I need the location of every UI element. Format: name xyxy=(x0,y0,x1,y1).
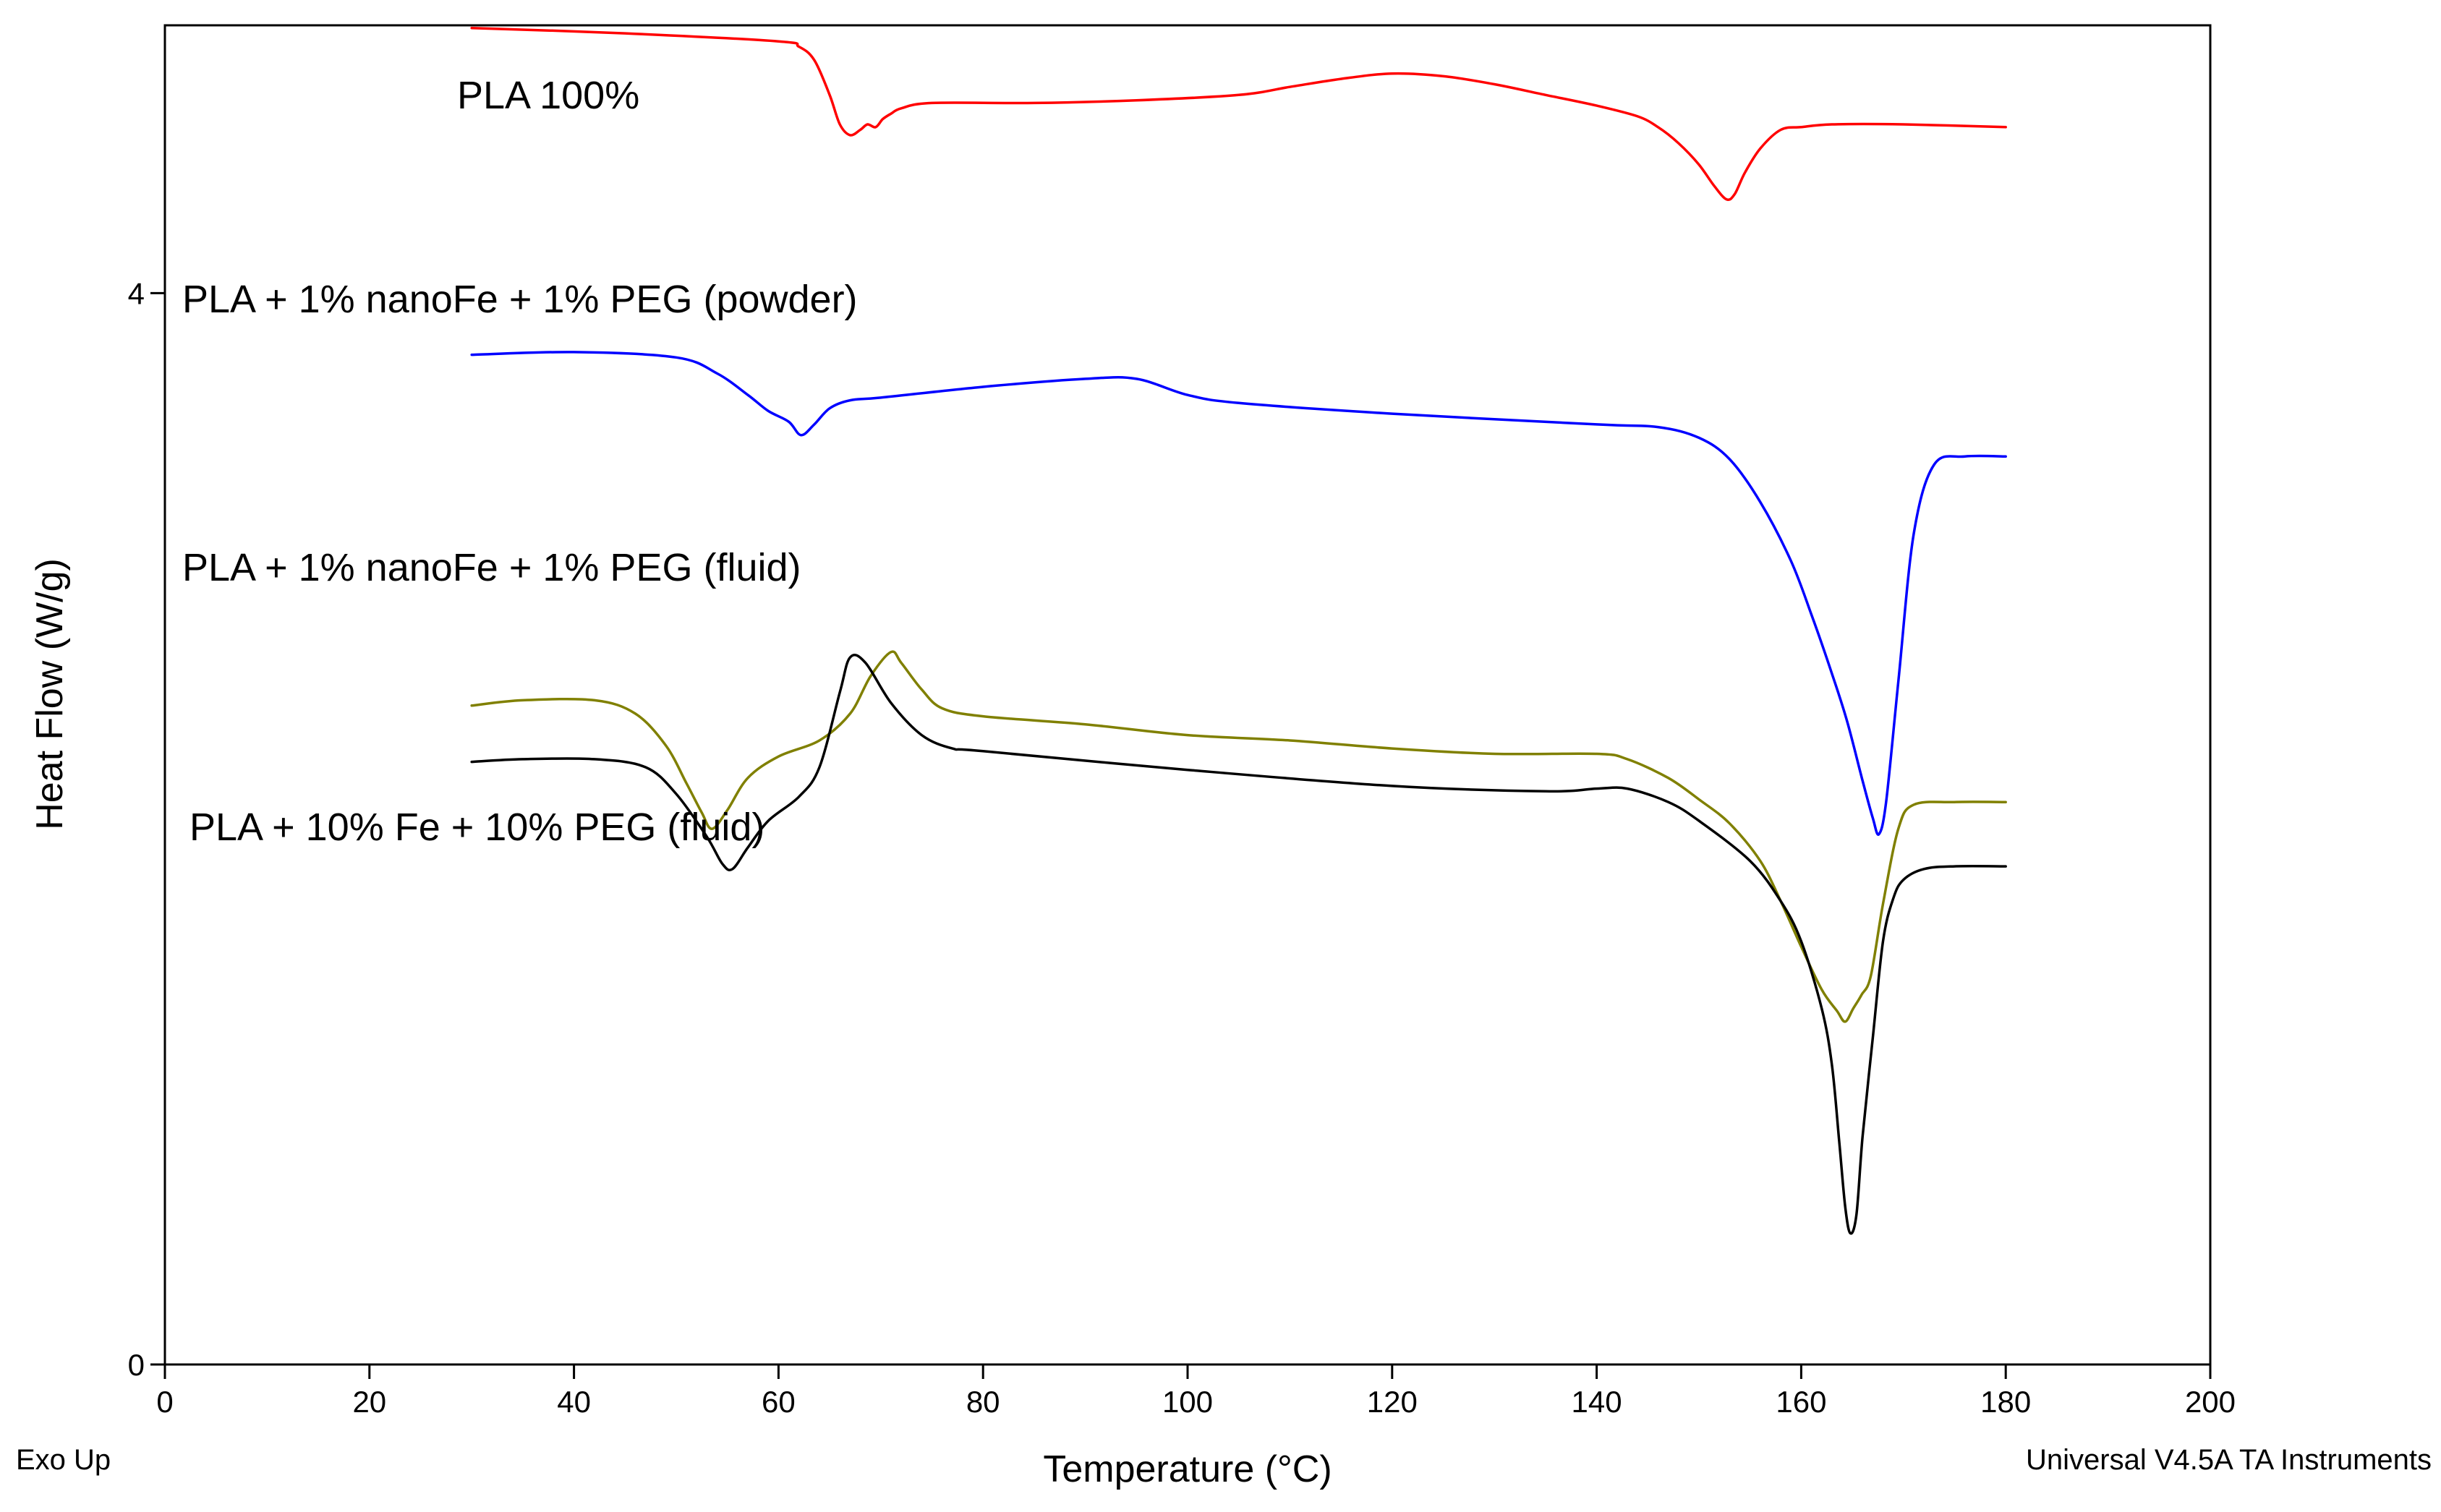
series-label-pla-1-nanofe-1-peg-fluid: PLA + 1% nanoFe + 1% PEG (fluid) xyxy=(182,546,801,589)
series-label-pla-100: PLA 100% xyxy=(457,74,639,117)
exo-up-note: Exo Up xyxy=(16,1444,111,1476)
series-labels: PLA 100% PLA + 1% nanoFe + 1% PEG (powder… xyxy=(182,74,858,849)
y-tick-label: 4 xyxy=(128,276,145,310)
x-tick-label: 0 xyxy=(156,1385,173,1419)
series-line-pla-1-nanofe-1-peg-powder xyxy=(470,351,2007,836)
series-line-pla-100 xyxy=(470,26,2007,202)
x-tick-label: 200 xyxy=(2185,1385,2236,1419)
x-tick-label: 140 xyxy=(1572,1385,1622,1419)
x-tick-label: 20 xyxy=(352,1385,386,1419)
plot-frame xyxy=(163,24,2212,1366)
x-tick-label: 100 xyxy=(1162,1385,1213,1419)
y-tick-label: 0 xyxy=(128,1348,145,1382)
x-axis-title: Temperature (°C) xyxy=(1043,1448,1332,1490)
series-line-pla-1-nanofe-1-peg-fluid xyxy=(470,650,2007,1023)
series-label-pla-1-nanofe-1-peg-powder: PLA + 1% nanoFe + 1% PEG (powder) xyxy=(182,278,858,321)
x-tick-label: 180 xyxy=(1980,1385,2031,1419)
y-axis-title: Heat Flow (W/g) xyxy=(29,558,71,830)
x-tick-label: 60 xyxy=(762,1385,796,1419)
instrument-footer: Universal V4.5A TA Instruments xyxy=(2026,1444,2432,1476)
x-axis: 0 20 40 60 80 100 120 140 160 180 200 xyxy=(156,1364,2236,1419)
x-tick-label: 160 xyxy=(1776,1385,1826,1419)
plot-border xyxy=(163,24,2212,1366)
x-tick-label: 80 xyxy=(966,1385,1000,1419)
y-axis: 04 xyxy=(128,276,165,1382)
series-label-pla-10-fe-10-peg-fluid: PLA + 10% Fe + 10% PEG (fluid) xyxy=(189,806,764,849)
x-tick-label: 120 xyxy=(1367,1385,1418,1419)
x-tick-label: 40 xyxy=(557,1385,591,1419)
series-lines xyxy=(470,26,2007,1235)
series-line-pla-10-fe-10-peg-fluid xyxy=(470,654,2007,1235)
